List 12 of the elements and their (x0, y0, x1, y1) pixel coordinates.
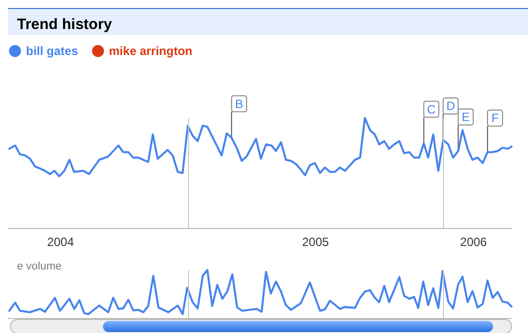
x-tick-label: 2004 (47, 235, 74, 249)
chart-title: e volume (17, 260, 62, 272)
x-tick-label: 2006 (460, 235, 488, 249)
legend-label: bill gates (26, 44, 78, 58)
annotation: B (235, 96, 244, 111)
annotation: F (491, 111, 499, 126)
x-tick-label: 2005 (302, 235, 330, 249)
annotation: C (426, 102, 436, 116)
annotation: E (462, 110, 470, 124)
legend-label: mike arrington (109, 44, 192, 58)
chart-title: Trend history (17, 16, 113, 33)
annotation: D (446, 99, 456, 113)
